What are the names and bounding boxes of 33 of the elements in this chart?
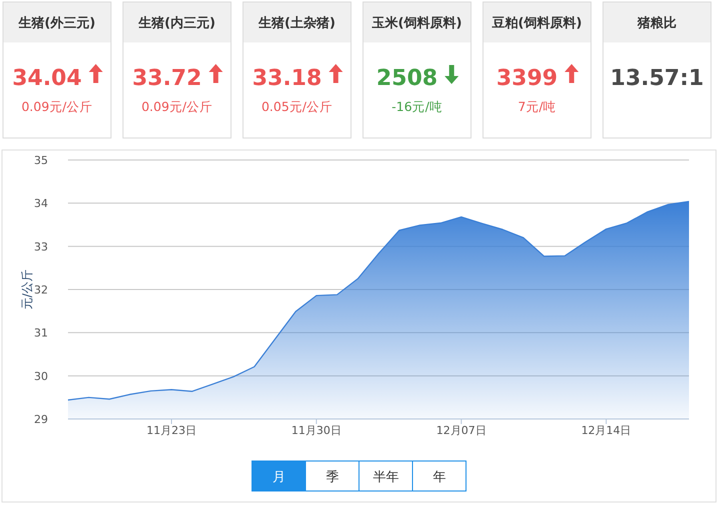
text: 7元/吨 — [518, 99, 556, 114]
text: 13.57:1 — [610, 66, 704, 91]
y-axis-title: 元/公斤 — [20, 269, 34, 310]
button: 月 — [252, 460, 306, 492]
text: 0.09元/公斤 — [21, 99, 93, 114]
text: 0.09元/公斤 — [141, 99, 213, 114]
text: 33.18 — [252, 66, 322, 91]
x-tick-label: 12月14日 — [581, 424, 632, 437]
x-tick-label: 11月23日 — [146, 424, 196, 437]
text: -16元/吨 — [392, 99, 442, 114]
category-label: 生猪(土杂猪) — [258, 16, 336, 31]
text: 0.05元/公斤 — [261, 99, 333, 114]
category-label: 生猪(内三元) — [138, 16, 216, 31]
category-label: 玉米(饲料原料) — [371, 16, 462, 31]
text: 33.72 — [132, 66, 202, 91]
y-tick-label: 34 — [34, 197, 48, 210]
y-tick-label: 35 — [34, 154, 48, 167]
y-tick-label: 33 — [34, 240, 48, 254]
y-tick-label: 30 — [34, 370, 48, 383]
category-label: 猪粮比 — [636, 15, 676, 31]
y-tick-label: 29 — [34, 413, 48, 426]
text: 3399 — [496, 66, 558, 91]
button: 季 — [305, 460, 360, 492]
category-label: 生猪(外三元) — [18, 16, 96, 31]
text: 34.04 — [12, 66, 82, 91]
x-tick-label: 11月30日 — [291, 424, 342, 437]
category-label: 豆粕(饲料原料) — [491, 16, 582, 31]
text: 2508 — [376, 66, 438, 91]
button: 半年 — [358, 460, 413, 492]
button: 年 — [412, 460, 466, 492]
y-tick-label: 31 — [34, 326, 48, 340]
y-tick-label: 32 — [34, 284, 48, 296]
x-tick-label: 12月07日 — [436, 424, 486, 437]
